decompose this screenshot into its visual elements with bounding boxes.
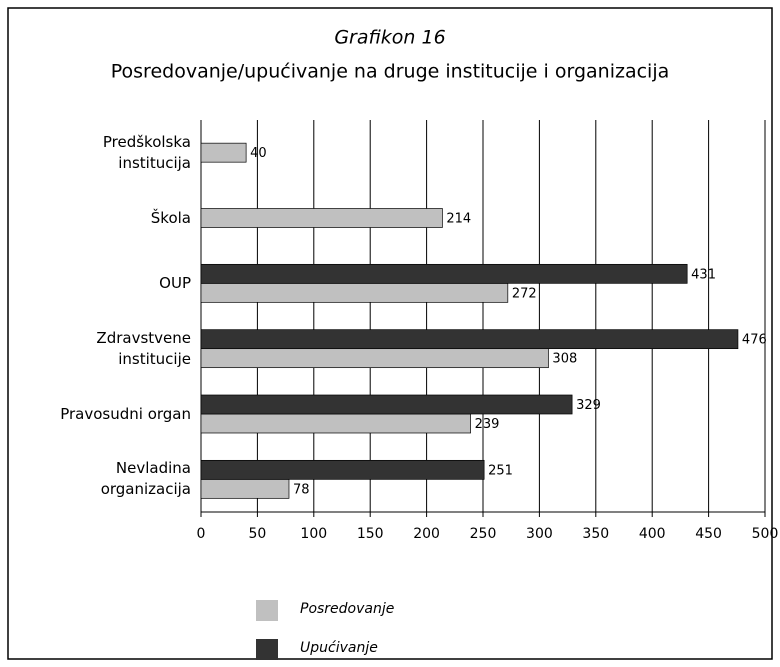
value-label: 78 bbox=[293, 482, 310, 497]
bar bbox=[200, 459, 485, 480]
bar bbox=[200, 142, 247, 163]
value-label: 239 bbox=[475, 417, 500, 432]
bar bbox=[200, 282, 509, 303]
x-tick-label: 150 bbox=[357, 526, 384, 542]
value-label: 329 bbox=[576, 398, 601, 413]
bar bbox=[200, 394, 573, 415]
bar bbox=[200, 348, 549, 369]
legend-label: Posredovanje bbox=[300, 601, 394, 617]
bar bbox=[200, 413, 471, 434]
value-label: 308 bbox=[552, 352, 577, 367]
bar bbox=[200, 478, 290, 499]
chart-title: Grafikon 16 bbox=[334, 27, 445, 49]
x-tick-label: 200 bbox=[413, 526, 440, 542]
value-label: 214 bbox=[446, 212, 471, 227]
value-label: 431 bbox=[691, 267, 716, 282]
x-tick-label: 300 bbox=[526, 526, 553, 542]
legend-swatch bbox=[256, 639, 278, 660]
chart-subtitle: Posredovanje/upućivanje na druge institu… bbox=[111, 61, 670, 83]
value-label: 272 bbox=[512, 286, 537, 301]
y-tick-label: Pravosudni organ bbox=[60, 404, 191, 423]
x-tick-label: 0 bbox=[197, 526, 206, 542]
x-tick-label: 400 bbox=[639, 526, 666, 542]
value-label: 40 bbox=[250, 146, 267, 161]
y-tick-label: OUP bbox=[159, 273, 191, 292]
x-tick-label: 500 bbox=[752, 526, 779, 542]
x-tick-label: 450 bbox=[695, 526, 722, 542]
value-label: 476 bbox=[742, 333, 767, 348]
bar bbox=[200, 329, 739, 350]
y-tick-label: Zdravstvene institucije bbox=[96, 328, 191, 368]
x-tick-label: 50 bbox=[248, 526, 266, 542]
y-tick-label: Škola bbox=[150, 208, 191, 227]
value-label: 251 bbox=[488, 463, 513, 478]
bar bbox=[200, 208, 443, 228]
bar bbox=[200, 263, 688, 284]
legend-label: Upućivanje bbox=[300, 640, 378, 656]
y-tick-label: Predškolska institucija bbox=[102, 132, 191, 172]
legend-swatch bbox=[256, 600, 278, 621]
y-tick-label: Nevladina organizacija bbox=[100, 459, 191, 499]
x-tick-label: 100 bbox=[300, 526, 327, 542]
x-tick-label: 350 bbox=[582, 526, 609, 542]
x-tick-label: 250 bbox=[470, 526, 497, 542]
